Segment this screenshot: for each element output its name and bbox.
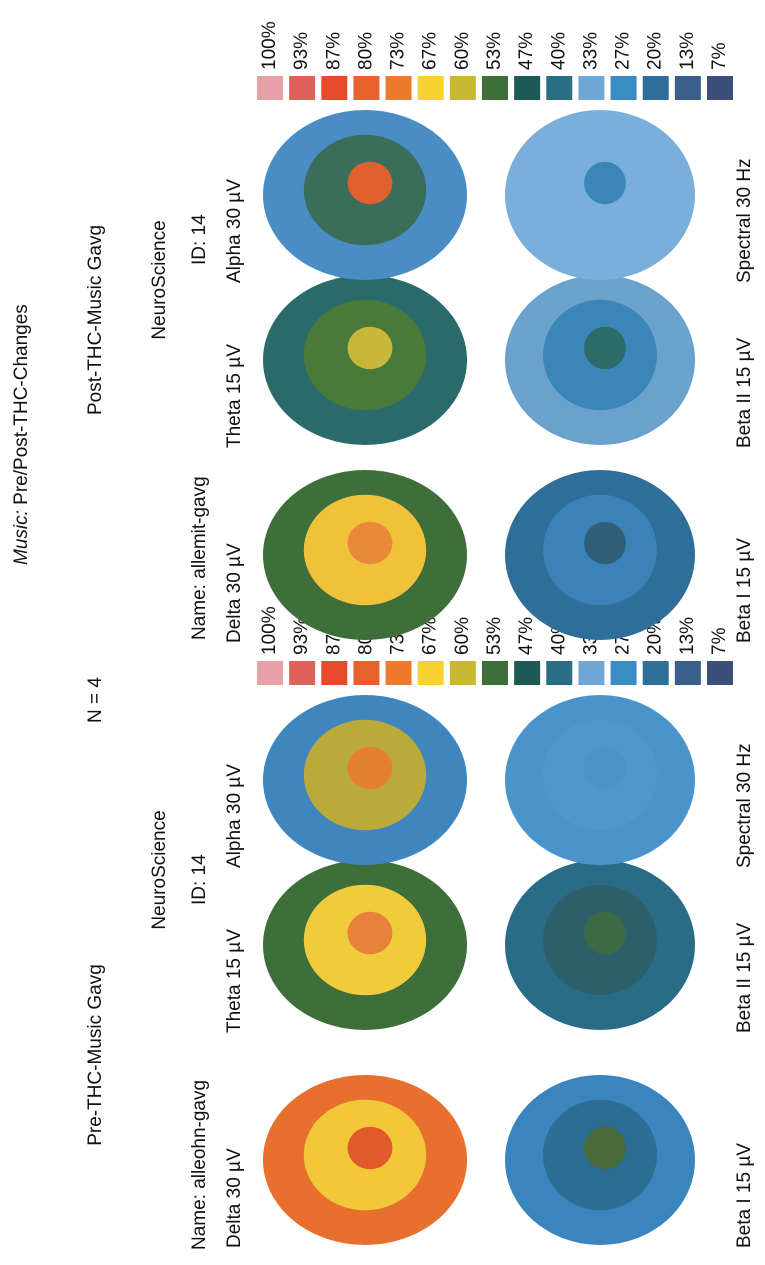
- legend-swatch: [482, 76, 508, 100]
- topo-map-core: [584, 327, 626, 370]
- map-label: Spectral 30 Hz: [734, 158, 755, 283]
- legend-label: 100%: [259, 21, 280, 70]
- legend-swatch: [289, 661, 315, 685]
- map-label: Theta 15 µV: [224, 929, 245, 1033]
- legend-swatch: [578, 661, 604, 685]
- legend-label: 13%: [677, 617, 698, 655]
- legend-swatch: [418, 661, 444, 685]
- legend-swatch: [707, 661, 733, 685]
- legend-label: 53%: [484, 32, 505, 70]
- legend-swatch: [514, 661, 540, 685]
- topo-map-core: [584, 747, 626, 790]
- legend-label: 93%: [291, 32, 312, 70]
- legend-label: 20%: [645, 32, 666, 70]
- figure: Music: Pre/Post-THC-Changes N = 4 Pre-TH…: [0, 0, 765, 1265]
- organization: NeuroScience: [149, 220, 170, 339]
- map-label: Delta 30 µV: [224, 543, 245, 643]
- legend-swatch: [675, 76, 701, 100]
- page: Music: Pre/Post-THC-Changes N = 4 Pre-TH…: [0, 0, 765, 1265]
- legend-swatch: [707, 76, 733, 100]
- legend-swatch: [321, 661, 347, 685]
- topo-map-core: [584, 1127, 626, 1170]
- legend-label: 73%: [388, 32, 409, 70]
- map-label: Beta I 15 µV: [734, 538, 755, 643]
- legend-swatch: [257, 661, 283, 685]
- legend-label: 100%: [259, 606, 280, 655]
- legend-swatch: [514, 76, 540, 100]
- legend-swatch: [418, 76, 444, 100]
- map-label: Spectral 30 Hz: [734, 743, 755, 868]
- legend-swatch: [611, 76, 637, 100]
- legend-label: 7%: [709, 42, 730, 70]
- legend-swatch: [546, 76, 572, 100]
- subject-name: Name: alleohn-gavg: [189, 1080, 210, 1250]
- legend-label: 87%: [323, 32, 344, 70]
- figure-title: Music: Pre/Post-THC-Changes: [11, 304, 32, 565]
- legend-swatch: [450, 661, 476, 685]
- legend-label: 47%: [516, 617, 537, 655]
- legend-label: 60%: [452, 617, 473, 655]
- legend-label: 53%: [484, 617, 505, 655]
- subject-name: Name: allemit-gavg: [189, 476, 210, 640]
- topo-map-core: [348, 522, 393, 565]
- topo-map-core: [348, 747, 393, 790]
- legend-swatch: [643, 76, 669, 100]
- map-label: Alpha 30 µV: [224, 179, 245, 283]
- topo-map-core: [348, 327, 393, 370]
- panel-heading: Post-THC-Music Gavg: [85, 225, 106, 415]
- legend-swatch: [482, 661, 508, 685]
- organization: NeuroScience: [149, 810, 170, 929]
- legend-swatch: [643, 661, 669, 685]
- topo-map-core: [584, 162, 626, 205]
- legend-label: 27%: [613, 32, 634, 70]
- legend-swatch: [321, 76, 347, 100]
- panel-heading: Pre-THC-Music Gavg: [85, 964, 106, 1146]
- legend-swatch: [386, 661, 412, 685]
- legend-label: 33%: [580, 32, 601, 70]
- map-label: Alpha 30 µV: [224, 764, 245, 868]
- subject-id: ID: 14: [189, 854, 210, 905]
- topo-map-core: [348, 162, 393, 205]
- map-label: Delta 30 µV: [224, 1148, 245, 1248]
- map-label: Beta II 15 µV: [734, 337, 755, 448]
- legend-swatch: [578, 76, 604, 100]
- topo-map-core: [348, 912, 393, 955]
- legend-label: 7%: [709, 627, 730, 655]
- topo-map-core: [584, 912, 626, 955]
- legend-swatch: [546, 661, 572, 685]
- rotated-figure: Music: Pre/Post-THC-Changes N = 4 Pre-TH…: [0, 0, 765, 1265]
- legend-swatch: [675, 661, 701, 685]
- map-label: Beta I 15 µV: [734, 1143, 755, 1248]
- legend-swatch: [386, 76, 412, 100]
- legend-label: 67%: [420, 32, 441, 70]
- legend-swatch: [450, 76, 476, 100]
- legend-swatch: [353, 661, 379, 685]
- sample-size: N = 4: [85, 677, 106, 723]
- subject-id: ID: 14: [189, 214, 210, 265]
- legend-swatch: [353, 76, 379, 100]
- legend-swatch: [257, 76, 283, 100]
- map-label: Beta II 15 µV: [734, 922, 755, 1033]
- legend-swatch: [611, 661, 637, 685]
- title-prefix: Music:: [11, 510, 32, 565]
- legend-label: 47%: [516, 32, 537, 70]
- title: Pre/Post-THC-Changes: [11, 304, 32, 505]
- legend-label: 40%: [548, 32, 569, 70]
- topo-map-core: [348, 1127, 393, 1170]
- legend-label: 80%: [355, 32, 376, 70]
- topo-map-core: [584, 522, 626, 565]
- legend-label: 13%: [677, 32, 698, 70]
- legend-label: 60%: [452, 32, 473, 70]
- legend-swatch: [289, 76, 315, 100]
- map-label: Theta 15 µV: [224, 344, 245, 448]
